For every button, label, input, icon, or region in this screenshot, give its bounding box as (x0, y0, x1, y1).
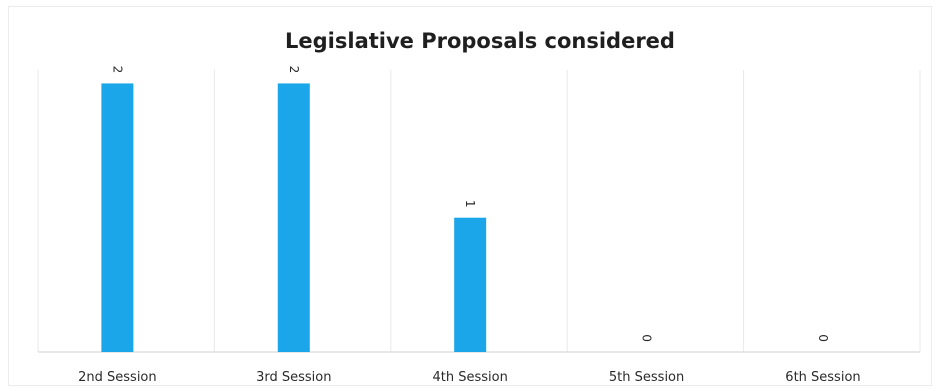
data-label-2: 2 (287, 66, 301, 74)
x-tick-label-4: 5th Session (609, 370, 684, 385)
x-tick-label-2: 3rd Session (256, 370, 331, 385)
x-tick-label-3: 4th Session (433, 370, 508, 385)
x-tick-labels: 2nd Session 3rd Session 4th Session 5th Ses… (78, 370, 861, 385)
bar-2 (277, 83, 310, 352)
data-label-4: 0 (640, 334, 654, 342)
bars (101, 83, 487, 352)
chart-title: Legislative Proposals considered (285, 29, 675, 53)
bar-3 (454, 217, 487, 352)
x-tick-label-5: 6th Session (785, 370, 860, 385)
data-label-1: 2 (110, 66, 124, 74)
x-tick-label-1: 2nd Session (78, 370, 157, 385)
bar-1 (101, 83, 134, 352)
data-label-3: 1 (463, 200, 477, 208)
data-labels: 2 2 1 0 0 (110, 66, 830, 342)
category-gridlines (37, 70, 921, 352)
data-label-5: 0 (816, 334, 830, 342)
